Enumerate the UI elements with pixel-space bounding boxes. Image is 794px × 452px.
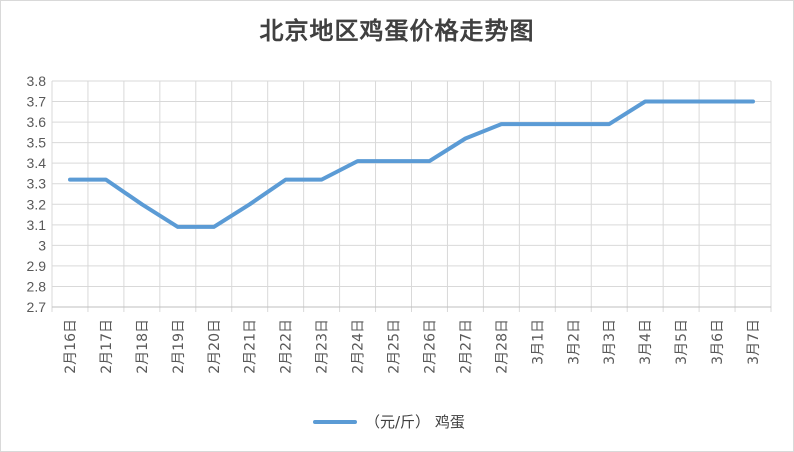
x-tick-label: 2月23日 <box>315 319 331 374</box>
x-tick-label: 2月21日 <box>243 319 259 374</box>
x-tick-label: 3月1日 <box>530 319 546 365</box>
legend: （元/斤） 鸡蛋 <box>313 411 465 432</box>
y-tick-label: 3.7 <box>27 94 47 110</box>
x-tick-label: 2月19日 <box>171 319 187 374</box>
y-tick-label: 3.6 <box>27 114 47 130</box>
x-tick-label: 3月6日 <box>710 319 726 365</box>
x-tick-label: 2月22日 <box>279 319 295 374</box>
x-tick-label: 2月28日 <box>494 319 510 374</box>
x-tick-label: 2月25日 <box>387 319 403 374</box>
y-tick-label: 2.9 <box>27 258 47 274</box>
x-tick-label: 2月16日 <box>63 319 79 374</box>
x-tick-label: 3月2日 <box>566 319 582 365</box>
x-tick-label: 2月27日 <box>458 319 474 374</box>
x-tick-label: 2月18日 <box>135 319 151 374</box>
x-tick-label: 3月4日 <box>638 319 654 365</box>
series-line <box>68 99 755 229</box>
x-tick-label: 2月17日 <box>99 319 115 374</box>
x-tick-label: 2月26日 <box>422 319 438 374</box>
x-tick-label: 3月5日 <box>674 319 690 365</box>
chart-title: 北京地区鸡蛋价格走势图 <box>259 17 535 45</box>
y-tick-label: 2.8 <box>27 278 47 294</box>
x-tick-label: 3月3日 <box>602 319 618 365</box>
legend-label: （元/斤） 鸡蛋 <box>365 413 465 431</box>
y-tick-label: 3.4 <box>27 155 47 171</box>
x-tick-label: 3月7日 <box>746 319 762 365</box>
y-tick-label: 3.1 <box>27 217 47 233</box>
y-tick-label: 3.3 <box>27 176 47 192</box>
y-tick-label: 3.2 <box>27 196 47 212</box>
y-tick-label: 3 <box>38 237 46 253</box>
y-tick-label: 3.5 <box>27 135 47 151</box>
y-tick-label: 3.8 <box>27 73 47 89</box>
x-tick-label: 2月24日 <box>351 319 367 374</box>
x-tick-label: 2月20日 <box>207 319 223 374</box>
y-tick-label: 2.7 <box>27 299 47 315</box>
legend-swatch <box>313 419 357 424</box>
